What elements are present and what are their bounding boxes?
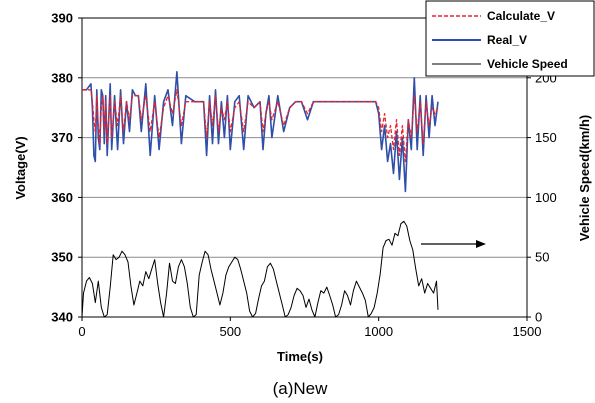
y2-tick-label: 150: [535, 130, 557, 145]
legend: Calculate_V Real_V Vehicle Speed: [425, 0, 595, 77]
annotation-arrow: [421, 240, 486, 248]
y2-tick-label: 0: [535, 310, 542, 325]
series-layer: [81, 71, 439, 318]
figure-caption: (a)New: [273, 379, 329, 398]
series-line-calculate-v: [82, 89, 439, 163]
y-tick-label: 380: [51, 70, 73, 85]
series-line-vehicle-speed: [81, 220, 439, 318]
series-line-real-v: [82, 71, 439, 193]
y-tick-label: 370: [51, 130, 73, 145]
arrow-head-icon: [476, 240, 486, 248]
y2-axis-title: Vehicle Speed(km/h): [577, 115, 592, 241]
legend-label-real-v: Real_V: [487, 33, 527, 47]
y2-tick-label: 100: [535, 190, 557, 205]
plot-area-border: [81, 17, 528, 318]
legend-label-vehicle-speed: Vehicle Speed: [487, 57, 568, 71]
x-tick-label: 0: [78, 324, 85, 339]
y-tick-label: 350: [51, 250, 73, 265]
x-tick-label: 500: [219, 324, 241, 339]
x-tick-label: 1000: [364, 324, 393, 339]
x-axis-title: Time(s): [277, 349, 323, 364]
legend-label-calculate-v: Calculate_V: [487, 9, 555, 23]
y-axis-title: Voltage(V): [13, 136, 28, 199]
y2-tick-label: 50: [535, 250, 549, 265]
x-tick-label: 1500: [513, 324, 542, 339]
y-tick-label: 340: [51, 310, 73, 325]
y-tick-label: 390: [51, 11, 73, 26]
y-tick-label: 360: [51, 190, 73, 205]
